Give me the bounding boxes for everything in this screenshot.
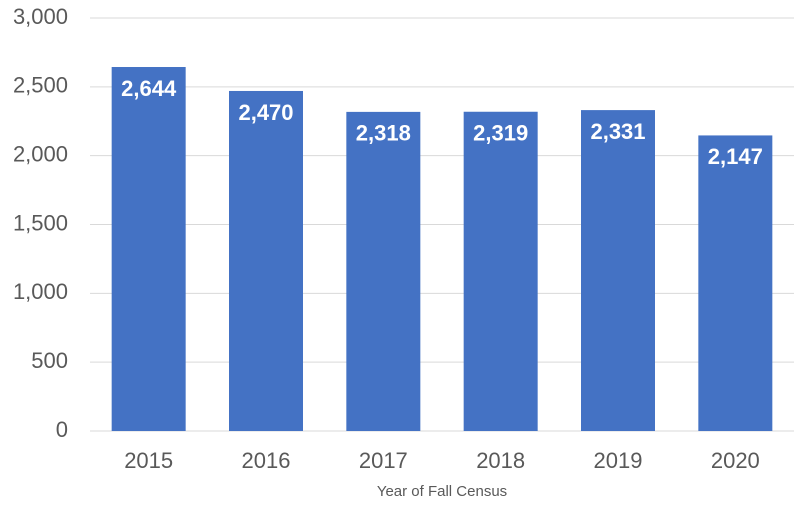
y-tick-label: 3,000: [13, 4, 68, 29]
bar: [111, 67, 186, 431]
bar: [698, 135, 773, 431]
value-label: 2,470: [238, 100, 293, 125]
x-tick-label: 2017: [359, 448, 408, 473]
bar: [346, 111, 421, 431]
value-label: 2,319: [473, 121, 528, 146]
value-label: 2,147: [708, 144, 763, 169]
value-label: 2,331: [590, 119, 645, 144]
bar: [463, 111, 538, 431]
y-tick-label: 1,500: [13, 210, 68, 235]
x-tick-label: 2018: [476, 448, 525, 473]
y-tick-label: 0: [56, 417, 68, 442]
x-tick-label: 2019: [594, 448, 643, 473]
x-axis-label: Year of Fall Census: [377, 483, 507, 500]
bar: [581, 110, 655, 431]
y-tick-label: 2,500: [13, 73, 68, 98]
x-tick-label: 2015: [124, 448, 173, 473]
value-label: 2,318: [356, 121, 411, 146]
y-tick-label: 1,000: [13, 279, 68, 304]
x-tick-label: 2020: [711, 448, 760, 473]
y-tick-label: 2,000: [13, 141, 68, 166]
y-tick-label: 500: [31, 348, 68, 373]
bar: [229, 90, 303, 432]
value-label: 2,644: [121, 76, 177, 101]
x-tick-label: 2016: [242, 448, 291, 473]
